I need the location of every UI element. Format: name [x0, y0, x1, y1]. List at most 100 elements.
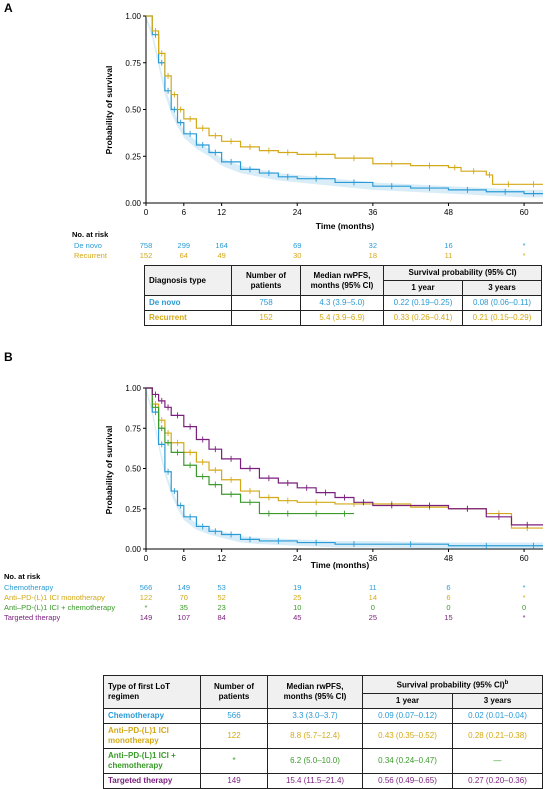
- risk-value: 16: [444, 241, 453, 250]
- risk-value: 299: [177, 241, 191, 250]
- row-label: Anti–PD-(L)1 ICI monotherapy: [103, 722, 201, 749]
- row-label: Chemotherapy: [103, 707, 201, 724]
- risk-value: *: [522, 251, 526, 260]
- panel-a-axes: 0.00 0.25 0.50 0.75 1.00 0 6 12 24 36 48 60: [125, 12, 543, 217]
- table-row: De novo 758 4.3 (3.9–5.0) 0.22 (0.19–0.2…: [144, 295, 542, 311]
- cell-n: 566: [200, 707, 268, 724]
- a-x-tick-label: 36: [368, 208, 377, 217]
- col-diagnosis-type: Diagnosis type: [144, 265, 232, 296]
- risk-value: 25: [293, 593, 302, 602]
- b-x-tick-label: 12: [217, 554, 226, 563]
- col-1-year: 1 year: [383, 280, 463, 296]
- cell-median: 5.4 (3.9–6.9): [300, 310, 384, 326]
- cell-1y: 0.56 (0.49–0.65): [362, 772, 453, 789]
- b-x-tick-label: 36: [368, 554, 377, 563]
- col-3-years: 3 years: [462, 280, 542, 296]
- col-median: Median rwPFS, months (95% CI): [267, 675, 363, 709]
- row-label: Recurrent: [144, 310, 232, 326]
- cell-n: 122: [200, 722, 268, 749]
- risk-value: 14: [368, 593, 378, 602]
- risk-value: 0: [522, 603, 527, 612]
- cell-3y: 0.21 (0.15–0.29): [462, 310, 542, 326]
- a-x-tick-label: 0: [144, 208, 149, 217]
- risk-value: 122: [139, 593, 153, 602]
- risk-value: 152: [139, 251, 153, 260]
- a-ci-band: [146, 16, 543, 198]
- cell-median: 4.3 (3.9–5.0): [300, 295, 384, 311]
- a-y-tick-label: 0.50: [125, 106, 141, 115]
- panel-a-summary-table: Diagnosis type Number of patients Median…: [144, 265, 542, 326]
- table-row: Chemotherapy 566 3.3 (3.0–3.7) 0.09 (0.0…: [103, 707, 543, 724]
- panel-b-curves: [146, 387, 543, 549]
- b-x-tick-label: 48: [444, 554, 453, 563]
- risk-value: 0: [446, 603, 451, 612]
- cell-3y: 0.27 (0.20–0.36): [452, 772, 543, 789]
- row-label: De novo: [144, 295, 232, 311]
- risk-value: 149: [177, 583, 191, 592]
- cell-1y: 0.43 (0.35–0.52): [362, 722, 453, 749]
- b-x-tick-label: 60: [520, 554, 529, 563]
- risk-value: 45: [293, 613, 302, 622]
- table-row: Anti–PD-(L)1 ICI + chemotherapy * 6.2 (5…: [103, 747, 543, 774]
- a-x-tick-label: 6: [182, 208, 187, 217]
- col-number-patients: Number of patients: [200, 675, 268, 709]
- risk-value: *: [522, 593, 526, 602]
- risk-value: 53: [217, 583, 226, 592]
- panel-b-risk-title: No. at risk: [4, 572, 41, 581]
- risk-row-label: De novo: [74, 241, 102, 250]
- cell-median: 8.8 (5.7–12.4): [267, 722, 363, 749]
- risk-value: 164: [215, 241, 228, 250]
- risk-value: 25: [368, 613, 378, 622]
- cell-1y: 0.09 (0.07–0.12): [362, 707, 453, 724]
- risk-value: 107: [177, 613, 191, 622]
- b-y-tick-label: 0.75: [125, 424, 141, 433]
- a-y-tick-label: 0.75: [125, 59, 141, 68]
- a-y-tick-label: 0.25: [125, 152, 141, 161]
- b-series-line: [146, 387, 354, 515]
- cell-3y: 0.02 (0.01–0.04): [452, 707, 543, 724]
- panel-b-axes: 0.00 0.25 0.50 0.75 1.00 0 6 12 24 36 48 60: [125, 384, 543, 563]
- cell-1y: 0.34 (0.24–0.47): [362, 747, 453, 774]
- risk-row-label: Anti–PD-(L)1 ICI + chemotherapy: [4, 603, 116, 612]
- cell-n: *: [200, 747, 268, 774]
- risk-value: 23: [217, 603, 226, 612]
- risk-value: 19: [293, 583, 302, 592]
- table-row: Recurrent 152 5.4 (3.9–6.9) 0.33 (0.26–0…: [144, 310, 542, 326]
- risk-row-label: Targeted therapy: [4, 613, 61, 622]
- risk-value: *: [522, 613, 526, 622]
- risk-value: 10: [293, 603, 302, 612]
- cell-3y: 0.28 (0.21–0.38): [452, 722, 543, 749]
- b-series-line: [146, 387, 543, 526]
- b-y-tick-label: 0.25: [125, 505, 141, 514]
- risk-value: 69: [293, 241, 302, 250]
- risk-value: 6: [446, 583, 451, 592]
- b-y-tick-label: 0.00: [125, 545, 141, 554]
- risk-value: 15: [444, 613, 453, 622]
- a-y-tick-label: 0.00: [125, 199, 141, 208]
- panel-a-curves: [146, 15, 543, 198]
- col-lot-regimen: Type of first LoT regimen: [103, 675, 201, 709]
- cell-3y: 0.08 (0.06–0.11): [462, 295, 542, 311]
- a-x-tick-label: 48: [444, 208, 453, 217]
- risk-row-label: Anti–PD-(L)1 ICI monotherapy: [4, 593, 105, 602]
- b-y-tick-label: 0.50: [125, 465, 141, 474]
- col-3-years: 3 years: [452, 692, 543, 709]
- col-1-year: 1 year: [362, 692, 453, 709]
- b-ci-band: [146, 388, 543, 549]
- risk-value: *: [522, 583, 526, 592]
- col-survival-prob-label: Survival probability (95% CI): [396, 680, 505, 690]
- risk-value: 35: [179, 603, 188, 612]
- col-survival-prob: Survival probability (95% CI): [383, 265, 542, 281]
- risk-row-label: Chemotherapy: [4, 583, 54, 592]
- risk-value: 11: [444, 251, 453, 260]
- risk-value: 566: [139, 583, 153, 592]
- table-row: Targeted therapy 149 15.4 (11.5–21.4) 0.…: [103, 772, 543, 789]
- cell-1y: 0.22 (0.19–0.25): [383, 295, 463, 311]
- b-series-line: [146, 387, 543, 529]
- b-x-tick-label: 0: [144, 554, 149, 563]
- a-x-tick-label: 60: [520, 208, 529, 217]
- risk-value: *: [144, 603, 148, 612]
- cell-3y: —: [452, 747, 543, 774]
- cell-n: 152: [231, 310, 301, 326]
